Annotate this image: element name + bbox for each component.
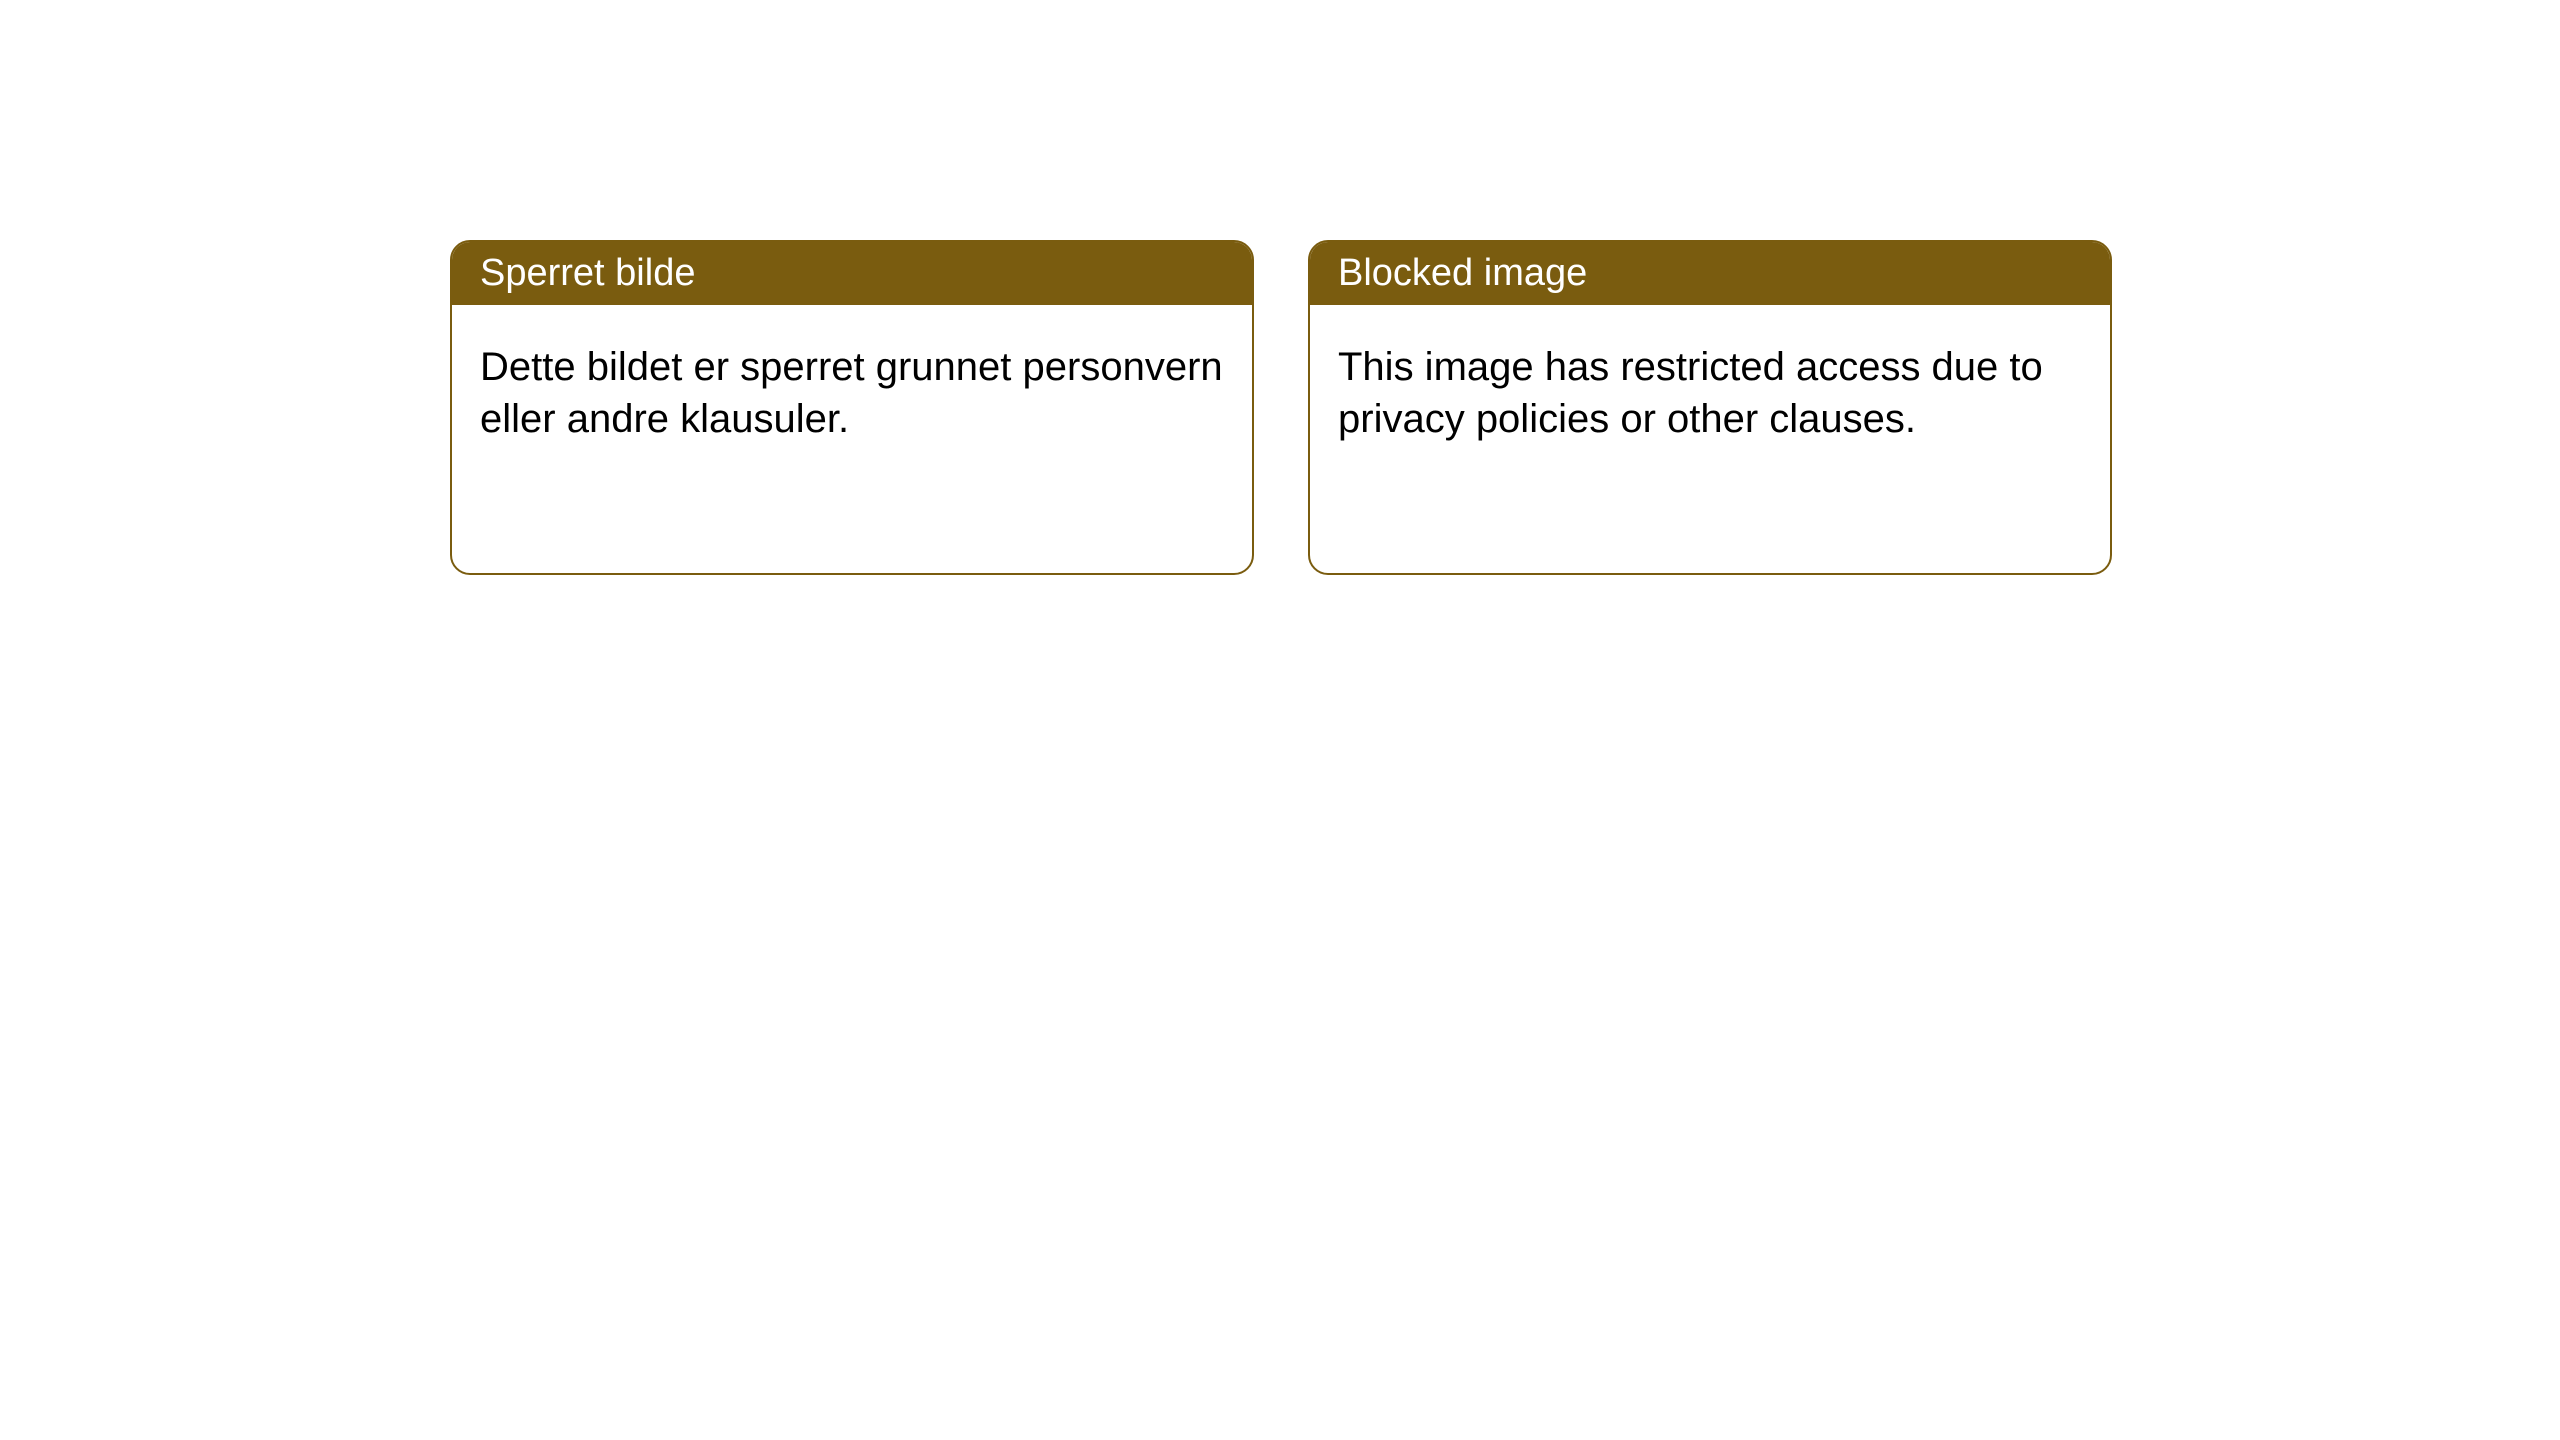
notice-card-norwegian: Sperret bilde Dette bildet er sperret gr… [450, 240, 1254, 575]
notice-card-title: Blocked image [1310, 242, 2110, 305]
notice-card-english: Blocked image This image has restricted … [1308, 240, 2112, 575]
notice-cards-container: Sperret bilde Dette bildet er sperret gr… [0, 0, 2560, 575]
notice-card-body: This image has restricted access due to … [1310, 305, 2110, 573]
notice-card-body: Dette bildet er sperret grunnet personve… [452, 305, 1252, 573]
notice-card-title: Sperret bilde [452, 242, 1252, 305]
